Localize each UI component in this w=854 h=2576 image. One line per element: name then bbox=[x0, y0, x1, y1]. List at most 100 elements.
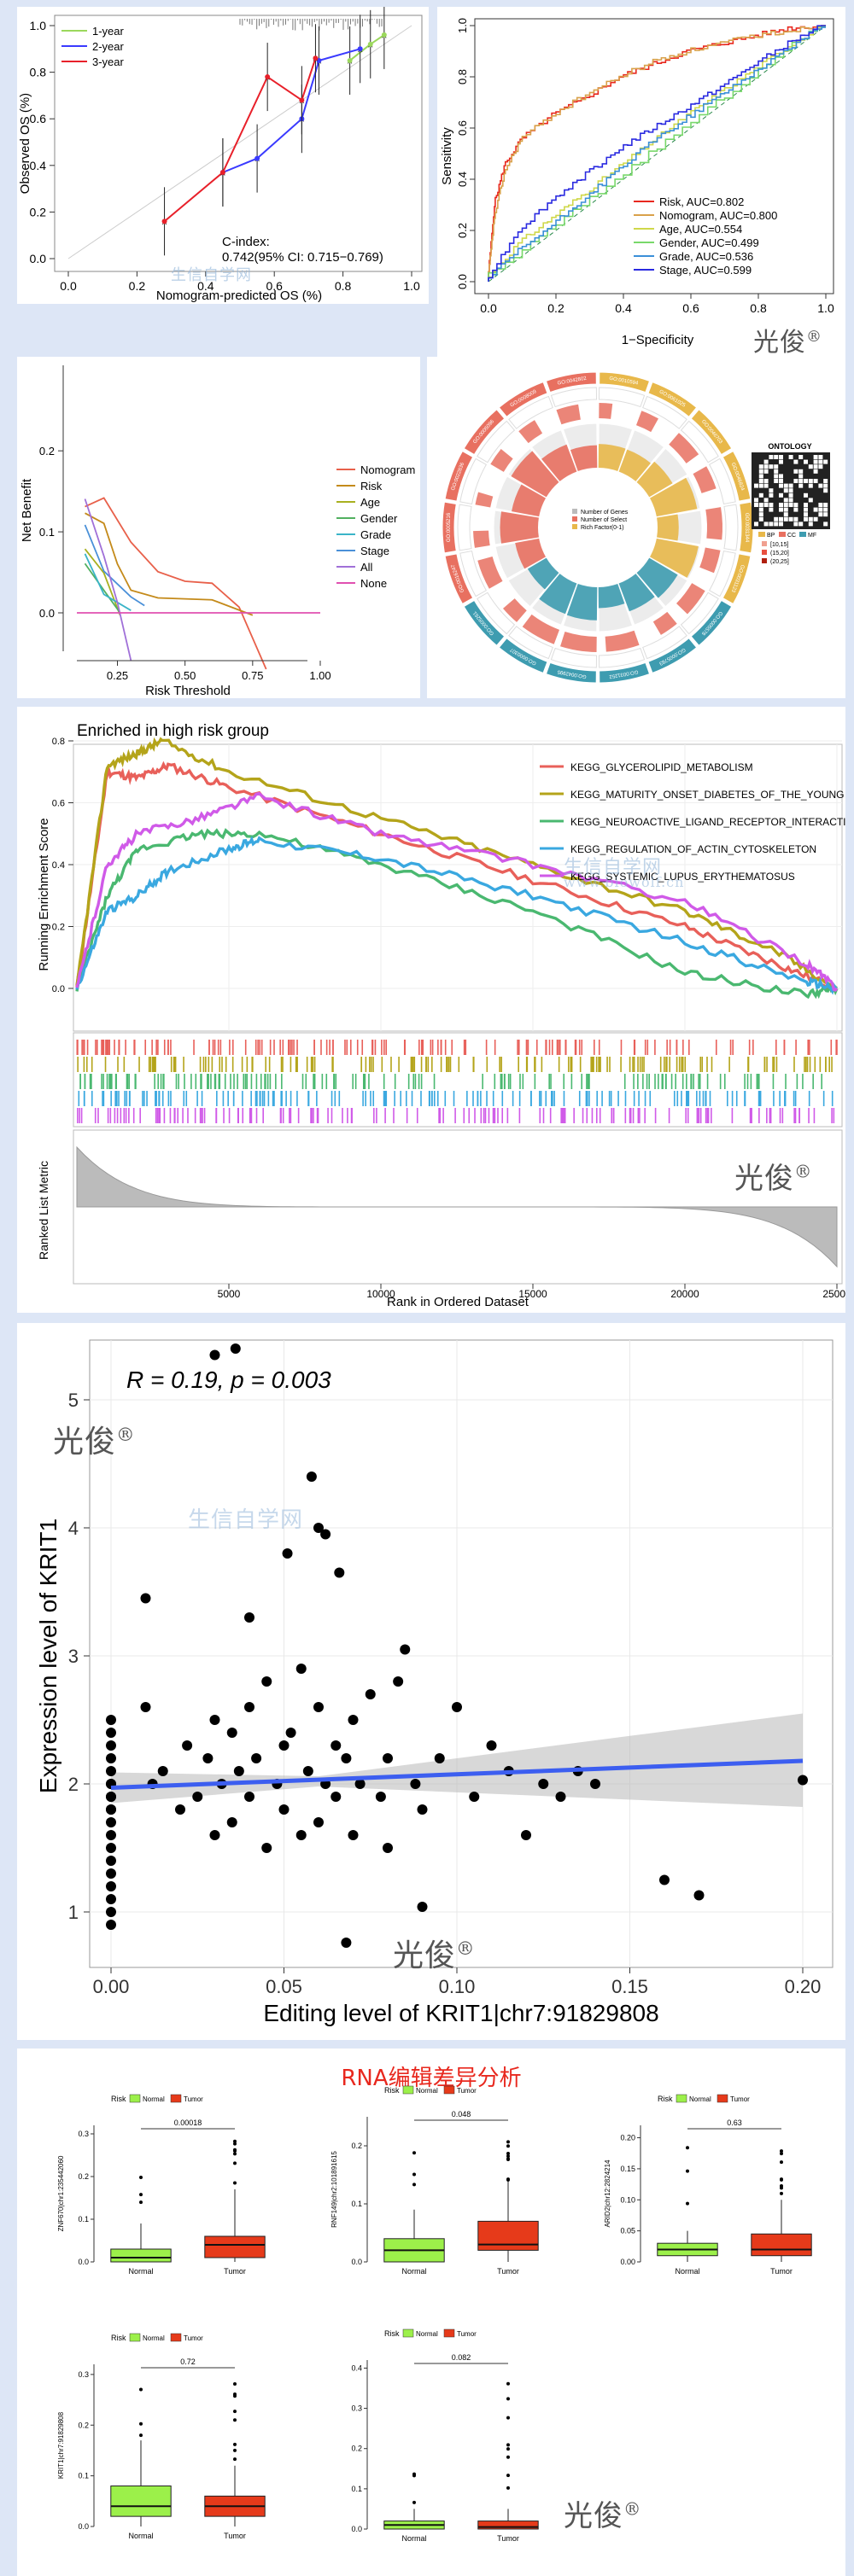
scatter-point bbox=[295, 1830, 307, 1840]
dca-legend-label: Risk bbox=[360, 480, 383, 492]
scatter-point bbox=[417, 1902, 428, 1912]
qr-pattern bbox=[754, 455, 828, 527]
ytick-label: 0.05 bbox=[620, 2227, 635, 2235]
qr-cell bbox=[798, 469, 804, 474]
box-outlier bbox=[233, 2394, 237, 2398]
qr-cell bbox=[763, 479, 769, 483]
calibration-panel: ××××××××××××× 1-year 2-year 3-year C-ind… bbox=[17, 7, 429, 304]
xtick-label: 0.00 bbox=[93, 1976, 130, 1997]
dca-marks bbox=[77, 497, 320, 670]
calibration-ticks: 0.0 0.2 0.4 0.6 0.8 1.0 0.0 0.2 0.4 0.6 0.8 1.0 bbox=[30, 19, 420, 293]
circos-count-bar bbox=[475, 492, 494, 508]
circos-term-segment bbox=[444, 450, 474, 502]
rna-boxplot-group: Risk Normal Tumor 0.0 0.1 0.2 0.3 ZNF670|chr1:2… bbox=[57, 2085, 812, 2543]
calibration-line-2 bbox=[163, 57, 317, 223]
dca-curve-3 bbox=[84, 562, 121, 614]
circos-rich-bar bbox=[657, 514, 679, 541]
box-outlier bbox=[233, 2161, 237, 2165]
calibration-dot bbox=[161, 219, 167, 224]
ytick-label: 0.4 bbox=[30, 159, 47, 172]
qr-cell bbox=[823, 459, 828, 464]
circos-count-bar bbox=[605, 630, 640, 652]
ontology-legend: BP CC MF [10,15] (15,20] (20,25] bbox=[758, 532, 816, 565]
circos-panel: GO:0010594 GO:0061025 GO:0046703 GO:0046824… bbox=[427, 357, 845, 698]
box-outlier bbox=[506, 2455, 510, 2459]
dca-legend-label: Age bbox=[360, 496, 380, 509]
calibration-dot bbox=[367, 41, 373, 47]
qr-cell bbox=[793, 459, 798, 464]
box-outlier bbox=[686, 2169, 689, 2173]
scatter-point bbox=[538, 1779, 549, 1789]
roc-diagonal bbox=[488, 25, 827, 283]
scatter-point bbox=[244, 1792, 254, 1802]
box-xlabel: Normal bbox=[675, 2267, 699, 2276]
scatter-point bbox=[233, 1766, 244, 1776]
ytick-label: 0.2 bbox=[78, 2421, 89, 2429]
circos-scale-ring bbox=[642, 395, 687, 429]
scatter-point bbox=[140, 1702, 151, 1712]
qr-cell bbox=[813, 479, 818, 483]
box-pvalue: 0.082 bbox=[452, 2353, 471, 2362]
scatter-point bbox=[106, 1817, 116, 1827]
scatter-point bbox=[278, 1740, 290, 1751]
xtick-label: 0.0 bbox=[60, 279, 77, 293]
circos-term-segment bbox=[463, 599, 506, 646]
qr-cell bbox=[813, 507, 818, 512]
box-outlier bbox=[506, 2397, 510, 2401]
box-legend-swatch bbox=[170, 2094, 182, 2103]
gsea-legend-label: KEGG_NEUROACTIVE_LIGAND_RECEPTOR_INTERAC… bbox=[570, 816, 845, 828]
box-outlier bbox=[506, 2447, 510, 2451]
qr-cell bbox=[808, 498, 813, 503]
scatter-points bbox=[106, 1343, 808, 1948]
qr-cell bbox=[758, 469, 763, 474]
circos-rich-bar bbox=[570, 445, 598, 471]
calibration-dot bbox=[299, 97, 305, 103]
scatter-trendline bbox=[110, 1758, 804, 1790]
gsea-legend: KEGG_GLYCEROLIPID_METABOLISM KEGG_MATURIT… bbox=[540, 761, 845, 883]
box-outlier bbox=[412, 2183, 416, 2187]
qr-cell bbox=[763, 483, 769, 488]
circos-count-bar bbox=[522, 614, 560, 644]
box-legend-title: Risk bbox=[111, 2095, 126, 2103]
circos-rich-bar bbox=[512, 484, 547, 517]
qr-cell bbox=[763, 503, 769, 507]
xtick-label: 0.20 bbox=[785, 1976, 822, 1997]
boxplot-0: Risk Normal Tumor 0.0 0.1 0.2 0.3 ZNF670|chr1:2… bbox=[57, 2094, 266, 2276]
ytick-label: 0.6 bbox=[52, 799, 65, 809]
calibration-line-1 bbox=[222, 48, 360, 173]
dca-xlabel: Risk Threshold bbox=[145, 684, 231, 698]
box-outlier bbox=[780, 2186, 783, 2190]
ytick-label: 3 bbox=[68, 1646, 79, 1667]
circos-count-bar bbox=[518, 420, 543, 444]
qr-cell bbox=[774, 469, 779, 474]
qr-cell bbox=[783, 516, 788, 522]
box-xlabel: Tumor bbox=[497, 2534, 519, 2543]
box-legend-label: Tumor bbox=[730, 2095, 750, 2103]
qr-cell bbox=[779, 474, 783, 479]
qr-cell bbox=[758, 512, 763, 517]
box-outlier bbox=[233, 2139, 237, 2143]
scatter-point bbox=[251, 1753, 262, 1763]
box-outlier bbox=[506, 2381, 510, 2386]
scatter-point bbox=[334, 1567, 345, 1578]
circos-rich-bar bbox=[649, 477, 698, 517]
calibration-dot bbox=[265, 74, 271, 80]
xtick-label: 0.25 bbox=[107, 669, 128, 682]
ytick-label: 0.3 bbox=[78, 2370, 89, 2379]
roc-legend-label: Nomogram, AUC=0.800 bbox=[659, 209, 777, 222]
scatter-point bbox=[106, 1894, 116, 1904]
qr-cell bbox=[788, 492, 793, 498]
ytick-label: 0.2 bbox=[351, 2142, 362, 2150]
qr-cell bbox=[818, 464, 823, 469]
scatter-point bbox=[244, 1612, 254, 1623]
qr-cell bbox=[779, 522, 783, 527]
boxplot-3: Risk Normal Tumor 0.0 0.1 0.2 0.3 KRIT1|chr7:91… bbox=[57, 2333, 266, 2540]
circos-scale-ring bbox=[642, 626, 687, 660]
circos-scale-ring bbox=[550, 647, 598, 668]
circos-rich-bar bbox=[500, 511, 539, 544]
qr-cell bbox=[769, 503, 774, 507]
qr-cell bbox=[763, 498, 769, 503]
qr-cell bbox=[788, 516, 793, 522]
circos-count-bar bbox=[556, 404, 581, 425]
scatter-point bbox=[348, 1715, 359, 1725]
